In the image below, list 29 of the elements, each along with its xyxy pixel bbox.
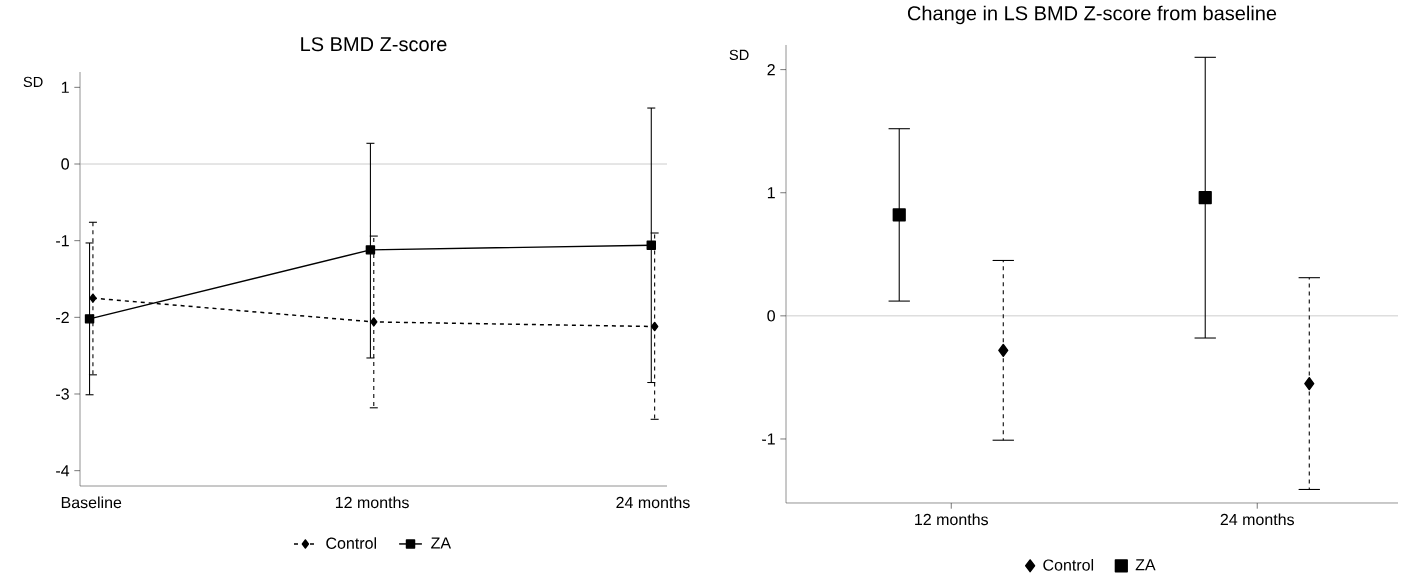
y-tick-label: 2 [767, 64, 775, 76]
legend-label: ZA [1135, 559, 1156, 571]
point [89, 293, 97, 303]
chart-title: LS BMD Z-score [301, 37, 447, 52]
x-tick-label: 24 months [616, 496, 690, 509]
y-axis-title: SD [23, 76, 43, 88]
y-tick-label: -3 [56, 388, 69, 400]
y-tick-label: 0 [767, 310, 775, 322]
y-tick-label: -4 [56, 465, 70, 477]
y-tick-label: -1 [56, 235, 69, 247]
point [84, 314, 95, 324]
point [365, 245, 376, 255]
legend-label: Control [1043, 558, 1094, 571]
y-axis-title: SD [729, 49, 749, 61]
x-tick-label: 12 months [335, 496, 409, 509]
point [646, 240, 657, 251]
y-tick-label: 1 [767, 187, 775, 199]
point [650, 321, 659, 332]
legend-label: ZA [431, 537, 452, 549]
point [370, 317, 378, 327]
x-tick-label: 12 months [915, 513, 988, 526]
y-tick-label: -1 [762, 433, 775, 445]
chart-title: Change in LS BMD Z-score from baseline [907, 5, 1277, 25]
y-tick-label: 1 [61, 81, 69, 93]
x-tick-label: Baseline [61, 496, 122, 509]
x-tick-label: 24 months [1220, 513, 1295, 526]
legend-label: Control [326, 537, 376, 549]
y-tick-label: -2 [56, 311, 69, 323]
y-tick-label: 0 [61, 158, 69, 170]
